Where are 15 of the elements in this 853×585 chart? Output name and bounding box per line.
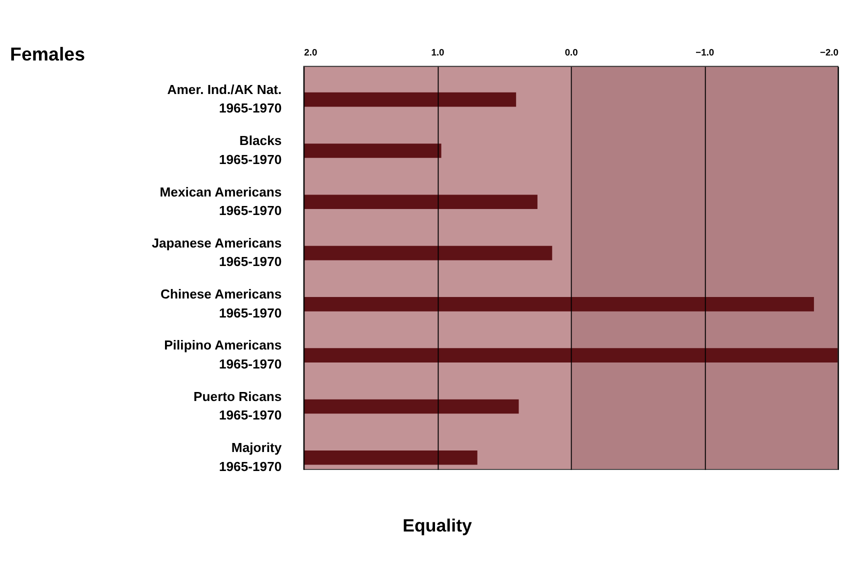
y-tick-label: Japanese Americans 1965-1970 xyxy=(152,235,282,270)
y-tick-label: Mexican Americans 1965-1970 xyxy=(160,184,282,218)
x-tick-label: −1.0 xyxy=(696,48,714,58)
y-tick-label: Majority 1965-1970 xyxy=(218,440,282,474)
x-tick-label: 1.0 xyxy=(431,48,444,58)
y-tick-label: Blacks 1965-1970 xyxy=(218,133,282,167)
y-tick-label: Amer. Ind./AK Nat. 1965-1970 xyxy=(167,82,282,116)
text: Equality xyxy=(402,515,472,536)
y-tick-label: Puerto Ricans 1965-1970 xyxy=(194,388,282,423)
x-tick-label: 2.0 xyxy=(304,48,318,58)
x-tick-label: 0.0 xyxy=(564,48,578,58)
y-tick-label: Pilipino Americans 1965-1970 xyxy=(164,338,282,372)
x-tick-label: −2.0 xyxy=(820,48,838,58)
text: Females xyxy=(10,44,86,65)
y-tick-label: Chinese Americans 1965-1970 xyxy=(160,286,282,320)
